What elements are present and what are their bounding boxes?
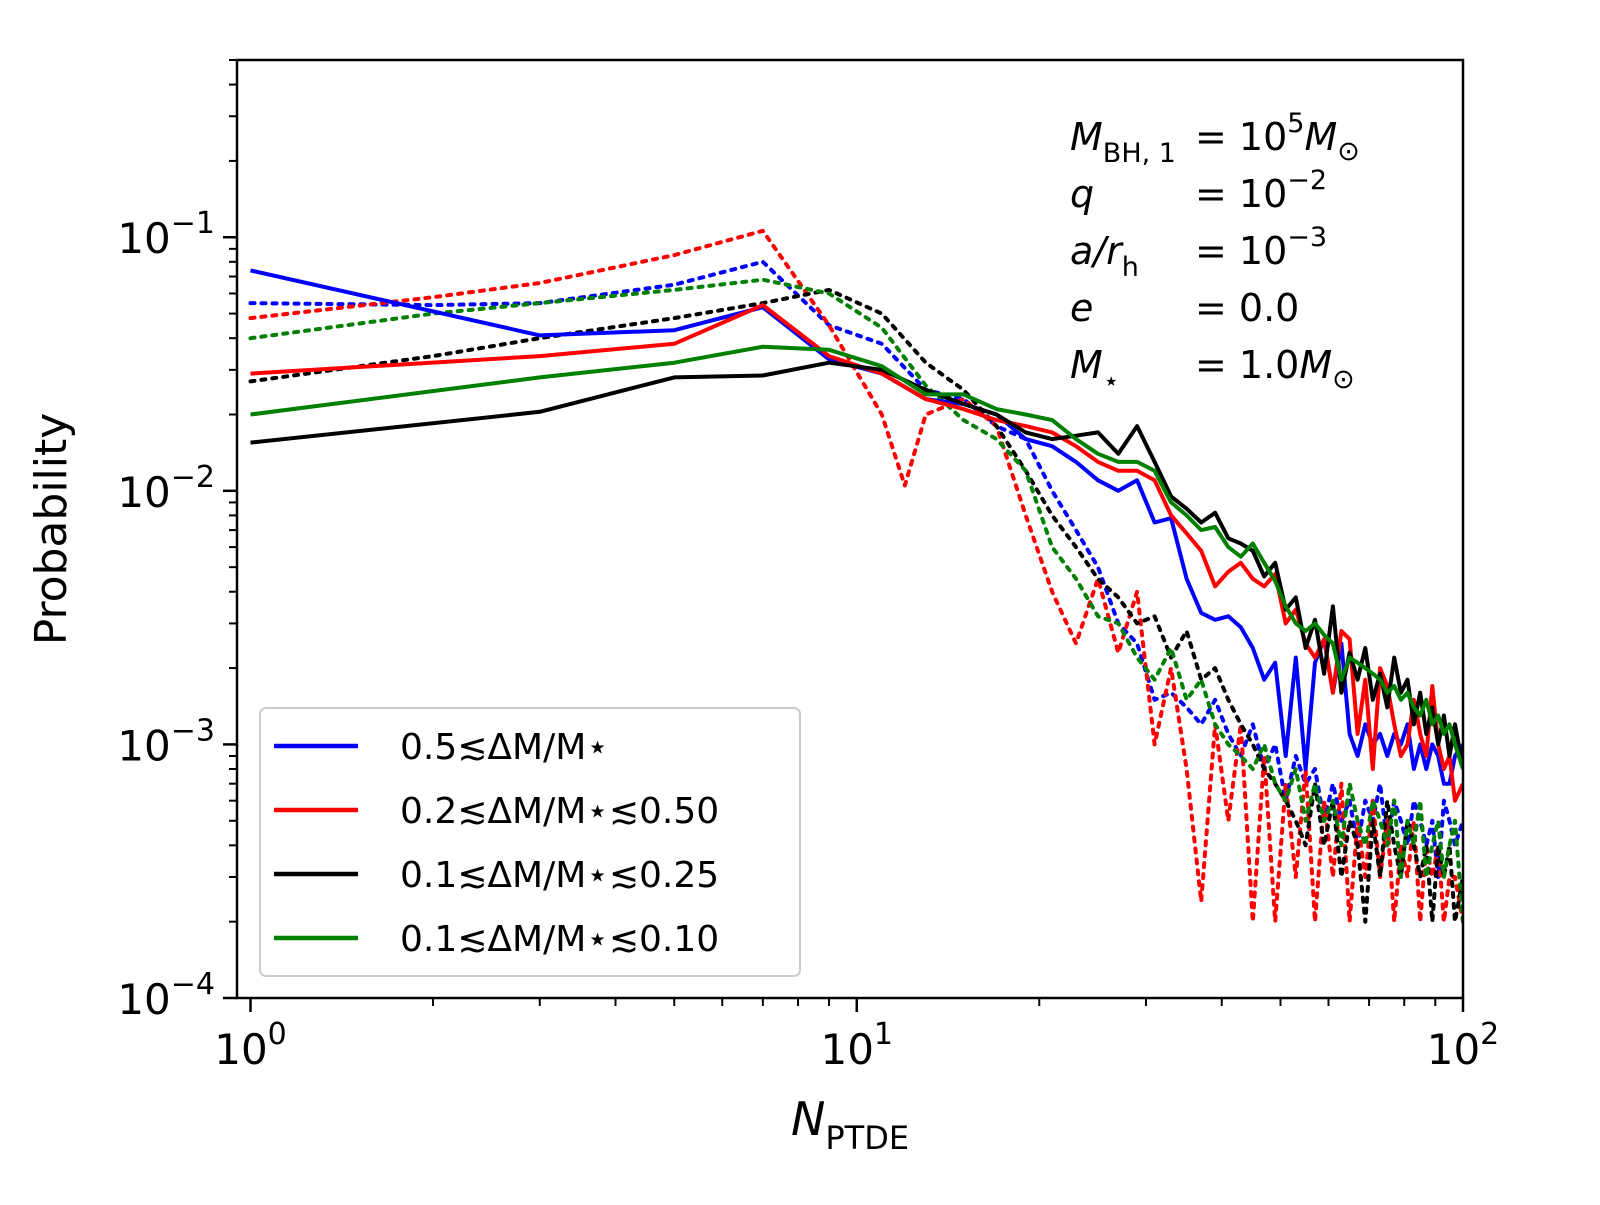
series-5-dotted-line bbox=[248, 228, 1463, 924]
y-tick-label: 10−1 bbox=[117, 206, 215, 263]
x-axis-ticks: 100 101 102 bbox=[214, 998, 1499, 1074]
x-axis-label-main: N bbox=[791, 1092, 825, 1146]
series-7-dotted-line bbox=[248, 277, 1463, 924]
annotation-label: q bbox=[1070, 172, 1094, 216]
axis-labels: NPTDE Probability bbox=[26, 413, 909, 1157]
axes-frame bbox=[235, 58, 1465, 1000]
legend-label: 0.1≲ΔM/M⋆≲0.25 bbox=[400, 855, 719, 896]
x-tick-label: 101 bbox=[820, 1017, 893, 1074]
series-2-solid-line bbox=[250, 360, 1463, 770]
annotation-label: M⋆ bbox=[1070, 343, 1120, 397]
legend-box bbox=[259, 707, 801, 977]
y-tick-label: 10−4 bbox=[117, 967, 215, 1024]
legend-label: 0.2≲ΔM/M⋆≲0.50 bbox=[400, 791, 719, 832]
legend-label: 0.1≲ΔM/M⋆≲0.10 bbox=[400, 919, 719, 960]
x-axis-label-sub: PTDE bbox=[825, 1119, 909, 1157]
annotation-value: = 105M⊙ bbox=[1195, 108, 1360, 167]
legend-label: 0.5≲ΔM/M⋆ bbox=[400, 727, 609, 768]
annotation-value: = 1.0M⊙ bbox=[1195, 343, 1355, 395]
series-3-solid-line bbox=[250, 344, 1463, 770]
annotation-value: = 10−2 bbox=[1195, 165, 1327, 216]
y-tick-label: 10−3 bbox=[117, 713, 215, 770]
x-axis-label: NPTDE bbox=[791, 1092, 909, 1157]
annotation-value: = 10−3 bbox=[1195, 222, 1327, 273]
annotation-label: MBH, 1 bbox=[1070, 115, 1176, 169]
parameter-annotation: MBH, 1 = 105M⊙ q = 10−2 a/rh = 10−3 e = 0.0 M⋆ = … bbox=[1070, 108, 1360, 397]
annotation-label: e bbox=[1070, 286, 1093, 330]
y-tick-label: 10−2 bbox=[117, 460, 215, 517]
series-lines bbox=[248, 228, 1463, 924]
annotation-value: = 0.0 bbox=[1195, 286, 1299, 330]
legend: 0.5≲ΔM/M⋆ 0.2≲ΔM/M⋆≲0.50 0.1≲ΔM/M⋆≲0.25 0.1… bbox=[259, 707, 801, 977]
y-axis-ticks: 10−1 10−2 10−3 10−4 bbox=[117, 59, 237, 1024]
x-tick-label: 100 bbox=[214, 1017, 287, 1074]
y-axis-label: Probability bbox=[26, 413, 77, 646]
plot-frame bbox=[235, 58, 1465, 1000]
x-tick-label: 102 bbox=[1427, 1017, 1500, 1074]
annotation-label: a/rh bbox=[1070, 229, 1139, 283]
